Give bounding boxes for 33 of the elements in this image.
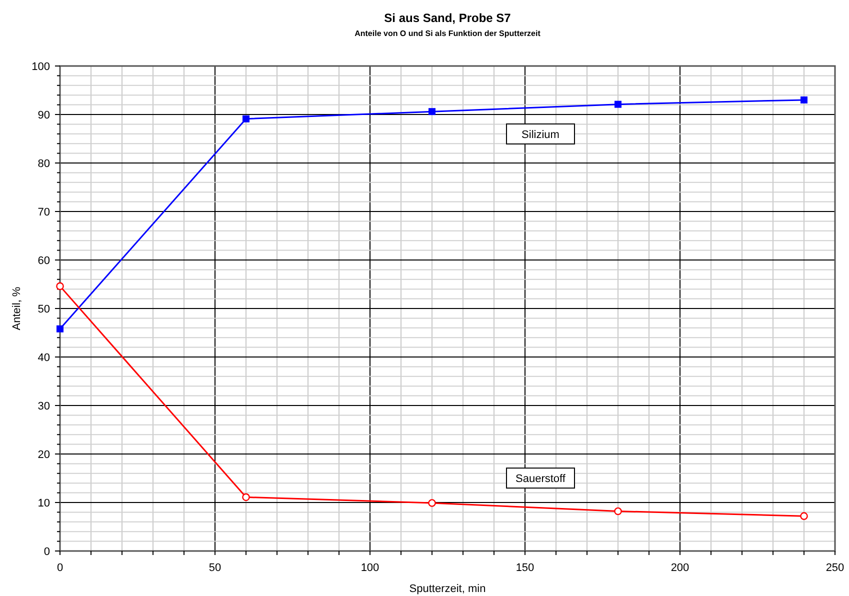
chart-title: Si aus Sand, Probe S7 bbox=[384, 11, 512, 25]
x-axis-title: Sputterzeit, min bbox=[409, 583, 486, 595]
y-tick-label: 0 bbox=[44, 546, 50, 558]
x-tick-label: 0 bbox=[56, 562, 64, 574]
point bbox=[428, 108, 436, 116]
point bbox=[56, 325, 64, 332]
y-tick-label: 10 bbox=[38, 498, 50, 510]
x-tick-label: 100 bbox=[360, 562, 380, 574]
y-tick-label: 20 bbox=[38, 449, 50, 461]
x-tick-label: 150 bbox=[516, 562, 534, 574]
y-tick-label: 60 bbox=[38, 255, 50, 267]
point bbox=[428, 499, 436, 507]
y-tick-label: 80 bbox=[38, 158, 50, 170]
y-tick-label: 50 bbox=[38, 304, 50, 316]
point bbox=[800, 512, 808, 520]
y-tick-label: 40 bbox=[38, 352, 50, 364]
y-tick-label: 100 bbox=[32, 61, 50, 73]
y-tick-label: 30 bbox=[38, 400, 50, 412]
series-label: Silizium bbox=[522, 128, 560, 141]
point bbox=[242, 493, 250, 502]
point bbox=[242, 115, 250, 122]
point bbox=[800, 96, 808, 104]
chart-subtitle: Anteile von O und Si als Funktion der Sputterzeit bbox=[354, 29, 541, 38]
x-tick-label: 200 bbox=[670, 562, 690, 574]
y-tick-label: 90 bbox=[38, 110, 50, 122]
x-tick-label: 50 bbox=[208, 562, 222, 574]
x-tick-label: 250 bbox=[826, 562, 844, 574]
series-label: Sauerstoff bbox=[516, 473, 566, 486]
point bbox=[614, 100, 622, 108]
y-axis-title: Anteil, % bbox=[11, 286, 23, 330]
y-tick-label: 70 bbox=[38, 206, 50, 218]
point bbox=[56, 282, 64, 290]
point bbox=[614, 507, 622, 516]
